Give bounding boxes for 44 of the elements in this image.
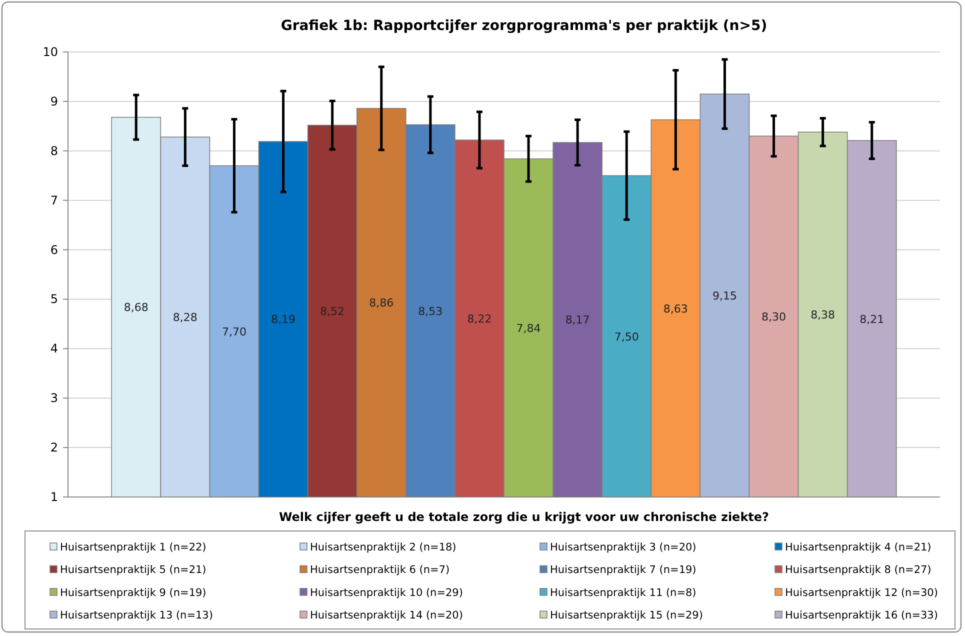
y-tick-label: 2 [50, 440, 58, 455]
data-label: 8,52 [320, 305, 345, 318]
legend-label: Huisartsenpraktijk 4 (n=21) [785, 542, 932, 554]
data-label: 8,17 [565, 314, 590, 327]
legend-label: Huisartsenpraktijk 10 (n=29) [310, 586, 463, 599]
legend-label: Huisartsenpraktijk 7 (n=19) [550, 564, 696, 576]
legend-label: Huisartsenpraktijk 8 (n=27) [785, 564, 932, 576]
y-tick-label: 1 [50, 490, 58, 504]
legend-label: Huisartsenpraktijk 12 (n=30) [785, 586, 938, 599]
legend-label: Huisartsenpraktijk 9 (n=19) [60, 586, 206, 599]
legend-label: Huisartsenpraktijk 6 (n=7) [310, 564, 450, 576]
y-tick-label: 4 [50, 342, 58, 356]
y-tick-label: 3 [50, 391, 58, 406]
y-tick-label: 10 [42, 45, 58, 59]
data-label: 9,15 [712, 290, 737, 303]
legend-label: Huisartsenpraktijk 15 (n=29) [550, 610, 703, 622]
y-tick-label: 8 [50, 144, 58, 158]
legend-label: Huisartsenpraktijk 14 (n=20) [310, 610, 463, 622]
chart-title: Grafiek 1b: Rapportcijfer zorgprogramma's per praktijk (n>5) [280, 18, 768, 34]
data-label: 8,63 [663, 302, 688, 316]
y-tick-label: 5 [50, 292, 58, 306]
data-label: 7,84 [516, 322, 541, 335]
data-label: 8,30 [762, 310, 786, 324]
legend-label: Huisartsenpraktijk 2 (n=18) [310, 542, 456, 554]
x-axis-title: Welk cijfer geeft u de totale zorg die u krijgt voor uw chronische ziekte? [278, 510, 770, 524]
data-label: 8,21 [860, 312, 884, 326]
y-tick-label: 6 [50, 242, 58, 257]
data-label: 8,68 [124, 301, 148, 314]
data-label: 8,28 [172, 311, 198, 324]
data-label: 8,19 [271, 313, 296, 326]
data-label: 7,50 [614, 330, 639, 344]
data-label: 8,86 [369, 296, 394, 310]
data-label: 8,53 [418, 304, 443, 318]
y-tick-label: 7 [50, 193, 58, 208]
legend-label: Huisartsenpraktijk 3 (n=20) [550, 542, 696, 554]
data-label: 8,38 [810, 308, 836, 322]
legend-label: Huisartsenpraktijk 1 (n=22) [60, 542, 206, 554]
legend-label: Huisartsenpraktijk 13 (n=13) [60, 610, 213, 622]
data-label: 8,22 [467, 312, 492, 326]
y-tick-label: 9 [50, 94, 58, 108]
data-label: 7,70 [222, 325, 246, 338]
legend-label: Huisartsenpraktijk 5 (n=21) [60, 564, 206, 576]
legend-label: Huisartsenpraktijk 11 (n=8) [550, 586, 696, 599]
legend-label: Huisartsenpraktijk 16 (n=33) [785, 610, 938, 622]
